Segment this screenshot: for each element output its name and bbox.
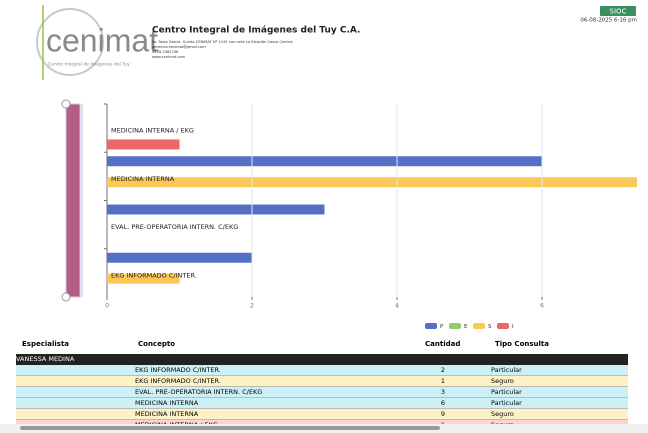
legend-label: P: [440, 324, 444, 330]
category-label: EVAL. PRE-OPERATORIA INTERN. C/EKG: [111, 223, 238, 231]
concept: EKG INFORMADO C/INTER.: [135, 366, 221, 374]
consult-type: Particular: [491, 388, 522, 396]
column-header: Especialista: [22, 340, 70, 348]
datetime: 06-08-2025 6:16 pm: [580, 18, 637, 24]
bar: [107, 139, 180, 150]
zoom-track: [80, 104, 83, 297]
consult-type: Seguro: [491, 377, 514, 385]
consult-type: Particular: [491, 366, 522, 374]
logo-tagline: Centro Integral de Imágenes del Tuy: [48, 61, 130, 68]
bar: [107, 156, 543, 167]
category-label: MEDICINA INTERNA: [111, 175, 175, 183]
consult-type: Seguro: [491, 410, 514, 418]
quantity: 9: [440, 410, 446, 418]
report-table: Especialista Concepto Cantidad Tipo Consult…: [16, 337, 628, 424]
consult-type: Seguro: [491, 420, 514, 424]
category-label: MEDICINA INTERNA / EKG: [111, 127, 194, 135]
bar: [107, 273, 180, 284]
table-row: EKG INFORMADO C/INTER. 2 Particular: [16, 365, 628, 376]
email: gerencia.cenimat@gmail.com: [152, 45, 206, 49]
header-row: Especialista Concepto Cantidad Tipo Consult…: [16, 339, 628, 350]
concept: MEDICINA INTERNA: [135, 399, 199, 407]
concept: EKG INFORMADO C/INTER.: [135, 377, 221, 385]
phone: 0239-2482746: [152, 50, 179, 54]
table-row: MEDICINA INTERNA 9 Seguro: [16, 409, 628, 420]
concept: EVAL. PRE-OPERATORIA INTERN. C/EKG: [135, 388, 263, 396]
logo-ring: [36, 8, 104, 76]
website: www.cenimat.com: [152, 55, 186, 59]
quantity: 1: [434, 420, 452, 424]
concept: MEDICINA INTERNA: [135, 410, 199, 418]
app-badge: [600, 6, 636, 16]
table-row: EVAL. PRE-OPERATORIA INTERN. C/EKG 3 Parti…: [16, 387, 628, 398]
company-title: Centro Integral de Imágenes del Tuy C.A.: [152, 26, 360, 36]
x-tick-label: 6: [540, 303, 544, 310]
zoom-slider[interactable]: [65, 103, 81, 298]
logo: cenimat: [46, 22, 158, 58]
legend-swatch: [497, 323, 509, 329]
scroll-thumb[interactable]: [20, 426, 440, 430]
group-name: VANESSA MEDINA: [16, 355, 75, 363]
legend-label: E: [464, 324, 468, 330]
legend-swatch: [473, 323, 485, 329]
consult-type: Particular: [491, 399, 522, 407]
legend-swatch: [425, 323, 437, 329]
x-tick-label: 4: [395, 303, 399, 310]
column-header: Tipo Consulta: [495, 340, 549, 348]
bar: [107, 177, 637, 188]
quantity: 1: [440, 377, 446, 385]
address: Av. Tosta García. Quinta CENIMAT Nº 1415…: [152, 40, 293, 44]
bar: [107, 204, 325, 215]
zoom-handle[interactable]: [61, 292, 71, 302]
legend-label: I: [512, 324, 514, 330]
table-row: EKG INFORMADO C/INTER. 1 Seguro: [16, 376, 628, 387]
legend-swatch: [449, 323, 461, 329]
table-row: MEDICINA INTERNA / EKG 1 Seguro: [16, 420, 628, 424]
column-header: Cantidad: [425, 340, 461, 348]
legend-label: S: [488, 324, 492, 330]
app-name: SIOC: [610, 8, 627, 16]
bar: [107, 252, 253, 263]
quantity: 3: [440, 388, 446, 396]
group-row: VANESSA MEDINA: [16, 354, 628, 365]
category-label: EKG INFORMADO C/INTER.: [111, 271, 197, 279]
column-header: Concepto: [138, 340, 175, 348]
concept: MEDICINA INTERNA / EKG: [135, 420, 218, 424]
x-tick-label: 0: [105, 303, 109, 310]
quantity: 2: [440, 366, 446, 374]
quantity: 6: [440, 399, 446, 407]
table-row: MEDICINA INTERNA 6 Particular: [16, 398, 628, 409]
zoom-handle[interactable]: [61, 99, 71, 109]
x-tick-label: 2: [250, 303, 254, 310]
